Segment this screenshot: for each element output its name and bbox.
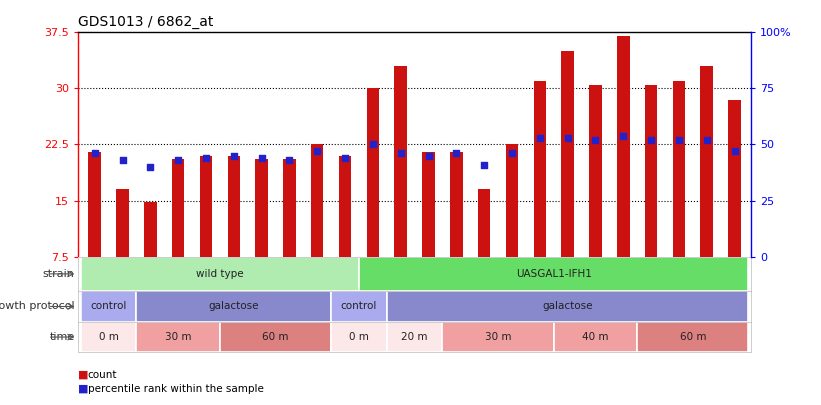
Point (450, 150, 463, 157)
Bar (422, 152, 435, 257)
Text: ■: ■ (78, 384, 89, 394)
Bar (534, 81, 546, 257)
Text: 30 m: 30 m (485, 332, 511, 342)
Bar (700, 66, 713, 257)
Point (227, 152, 241, 159)
Bar (136, 322, 220, 352)
Text: percentile rank within the sample: percentile rank within the sample (88, 384, 264, 394)
Bar (359, 257, 749, 291)
Bar (144, 202, 157, 257)
Point (506, 150, 519, 157)
Point (255, 155, 268, 161)
Bar (506, 145, 518, 257)
Bar (589, 85, 602, 257)
Bar (136, 291, 331, 322)
Text: 60 m: 60 m (680, 332, 706, 342)
Text: 0 m: 0 m (349, 332, 369, 342)
Point (561, 134, 574, 141)
Text: time: time (49, 332, 75, 342)
Point (394, 150, 407, 157)
Bar (200, 156, 212, 257)
Bar (172, 160, 185, 257)
Text: wild type: wild type (196, 269, 244, 279)
Point (200, 155, 213, 161)
Bar (331, 322, 387, 352)
Point (700, 137, 713, 143)
Bar (89, 152, 101, 257)
Text: 20 m: 20 m (401, 332, 428, 342)
Point (533, 134, 546, 141)
Bar (728, 100, 741, 257)
Point (728, 148, 741, 154)
Text: count: count (88, 370, 117, 379)
Text: galactose: galactose (209, 301, 259, 311)
Bar (80, 291, 136, 322)
Bar (478, 189, 490, 257)
Bar (227, 156, 240, 257)
Point (338, 155, 351, 161)
Bar (562, 51, 574, 257)
Bar (637, 322, 749, 352)
Point (310, 148, 323, 154)
Bar (450, 152, 462, 257)
Text: control: control (341, 301, 377, 311)
Point (589, 137, 602, 143)
Point (172, 157, 185, 163)
Bar (443, 322, 553, 352)
Text: 60 m: 60 m (262, 332, 289, 342)
Bar (283, 160, 296, 257)
Bar (672, 81, 686, 257)
Point (644, 137, 658, 143)
Point (116, 157, 129, 163)
Text: galactose: galactose (543, 301, 593, 311)
Text: growth protocol: growth protocol (0, 301, 75, 311)
Bar (387, 291, 749, 322)
Bar (331, 291, 387, 322)
Text: 0 m: 0 m (99, 332, 118, 342)
Text: control: control (90, 301, 126, 311)
Bar (644, 85, 658, 257)
Bar (339, 156, 351, 257)
Bar (80, 322, 136, 352)
Text: 40 m: 40 m (582, 332, 608, 342)
Text: strain: strain (43, 269, 75, 279)
Bar (117, 189, 129, 257)
Text: 30 m: 30 m (165, 332, 191, 342)
Point (88, 150, 101, 157)
Point (672, 137, 686, 143)
Bar (367, 88, 379, 257)
Point (422, 152, 435, 159)
Bar (311, 145, 323, 257)
Text: ■: ■ (78, 370, 89, 379)
Bar (617, 36, 630, 257)
Point (366, 141, 379, 148)
Point (617, 132, 630, 139)
Text: UASGAL1-IFH1: UASGAL1-IFH1 (516, 269, 592, 279)
Point (478, 162, 491, 168)
Point (144, 164, 157, 170)
Bar (80, 257, 359, 291)
Point (283, 157, 296, 163)
Bar (255, 160, 268, 257)
Bar (553, 322, 637, 352)
Text: GDS1013 / 6862_at: GDS1013 / 6862_at (78, 15, 213, 29)
Bar (220, 322, 331, 352)
Bar (387, 322, 443, 352)
Bar (394, 66, 407, 257)
